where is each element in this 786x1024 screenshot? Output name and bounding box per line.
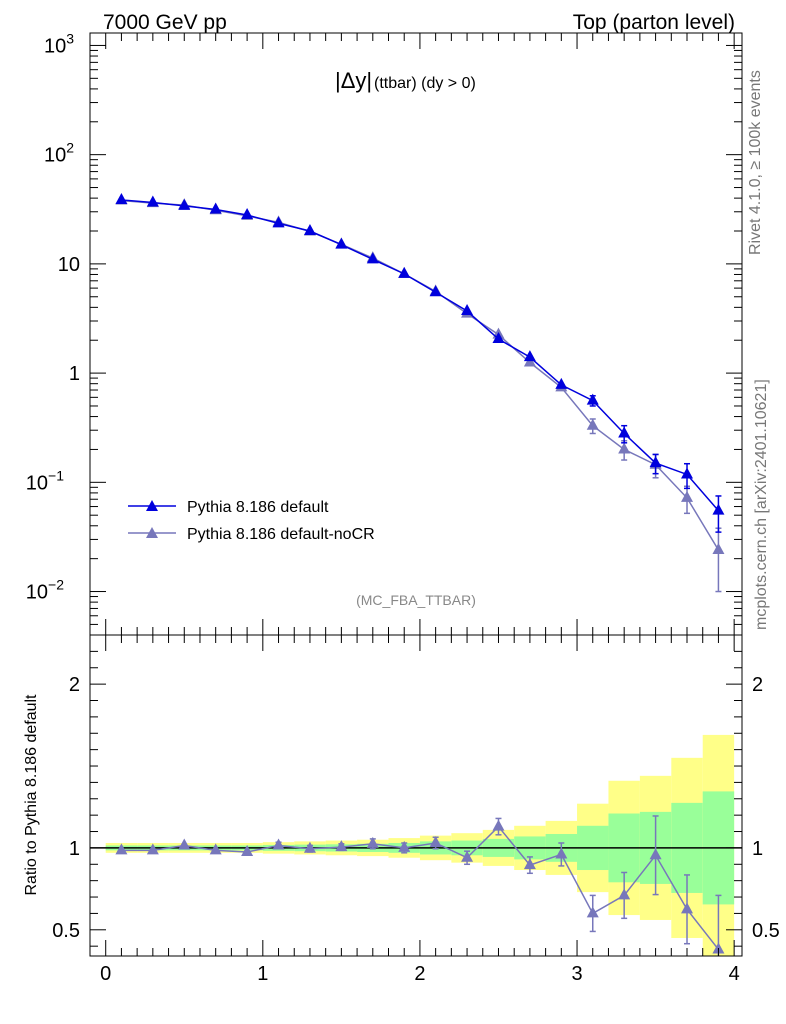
- ratio-ylabel: Ratio to Pythia 8.186 default: [23, 694, 40, 896]
- ratio-point: [429, 835, 442, 847]
- ratio-point: [303, 841, 316, 853]
- data-point: [586, 393, 599, 405]
- data-point: [335, 237, 348, 249]
- data-point: [146, 195, 159, 207]
- data-point: [618, 426, 631, 438]
- ratio-point: [241, 845, 254, 857]
- x-tick-label: 0: [100, 963, 111, 985]
- y-tick-label: 10−1: [26, 467, 64, 494]
- data-point: [492, 332, 505, 344]
- ratio-point: [366, 836, 379, 848]
- data-point: [398, 266, 411, 278]
- data-point: [618, 442, 631, 454]
- ratio-point: [712, 942, 725, 954]
- y-tick-exp: 2: [66, 140, 74, 156]
- ratio-point: [115, 843, 128, 855]
- ratio-point: [209, 843, 222, 855]
- data-point: [209, 202, 222, 214]
- ratio-point: [649, 848, 662, 860]
- y-tick-label: 10−2: [26, 577, 64, 604]
- data-point: [712, 503, 725, 515]
- header-left: 7000 GeV pp: [103, 11, 227, 34]
- ratio-point: [335, 840, 348, 852]
- y-tick-base: 10: [44, 35, 66, 57]
- legend-marker-nocr: [146, 527, 158, 538]
- series-line: [121, 199, 720, 512]
- data-point: [681, 490, 694, 502]
- main-frame: [89, 32, 743, 636]
- data-point: [523, 350, 536, 362]
- mcplots-label: mcplots.cern.ch [arXiv:2401.10621]: [753, 379, 770, 630]
- ratio-point: [178, 838, 191, 850]
- ratio-y-tick-label: 2: [69, 674, 80, 696]
- y-tick-base: 1: [69, 363, 80, 385]
- data-point: [115, 192, 128, 204]
- ratio-point: [398, 840, 411, 852]
- x-tick-label: 2: [414, 963, 425, 985]
- data-point: [555, 377, 568, 389]
- main-subtitle: (ttbar) (dy > 0): [374, 75, 476, 92]
- data-point: [366, 252, 379, 264]
- y-tick-exp: 3: [66, 30, 74, 46]
- x-tick-label: 4: [729, 963, 740, 985]
- legend-label-nocr: Pythia 8.186 default-noCR: [187, 526, 375, 543]
- legend-marker-default: [146, 500, 158, 511]
- ratio-ticks: 0.5 0.5 1 1 2 2 0 1 2 3 4: [52, 635, 780, 985]
- header-right: Top (parton level): [573, 11, 735, 34]
- ratio-panel: 0.5 0.5 1 1 2 2 0 1 2 3 4 Ratio to Pythia 8.186 de…: [23, 634, 780, 985]
- data-point: [681, 467, 694, 479]
- ratio-point: [492, 819, 505, 831]
- rivet-label: Rivet 4.1.0, ≥ 100k events: [747, 70, 764, 255]
- main-series: [115, 192, 725, 593]
- data-point: [461, 304, 474, 316]
- ratio-point: [618, 888, 631, 900]
- data-point: [272, 216, 285, 228]
- y-tick-label: 103: [44, 30, 74, 57]
- y-tick-label: 10: [58, 254, 80, 276]
- x-tick-label: 1: [257, 963, 268, 985]
- y-tick-exp: −2: [48, 577, 64, 593]
- y-tick-base: 10: [26, 582, 48, 604]
- ratio-y-tick-label: 0.5: [52, 920, 80, 942]
- analysis-tag: (MC_FBA_TTBAR): [356, 592, 476, 608]
- data-point: [303, 224, 316, 236]
- ratio-y-tick-label: 1: [69, 838, 80, 860]
- ratio-point: [681, 902, 694, 914]
- ratio-frame: [89, 634, 743, 957]
- ratio-point: [461, 850, 474, 862]
- y-tick-base: 10: [58, 254, 80, 276]
- data-point: [178, 198, 191, 210]
- ratio-y-tick-label-right: 1: [752, 838, 763, 860]
- ratio-point: [523, 858, 536, 870]
- y-tick-label: 1: [69, 363, 80, 385]
- data-point: [586, 418, 599, 430]
- data-point: [241, 208, 254, 220]
- ratio-point: [146, 843, 159, 855]
- ratio-point: [586, 906, 599, 918]
- legend: Pythia 8.186 default Pythia 8.186 defaul…: [128, 499, 375, 543]
- series-line: [121, 199, 720, 551]
- ratio-y-tick-label-right: 2: [752, 674, 763, 696]
- y-tick-label: 102: [44, 140, 74, 167]
- x-tick-label: 3: [571, 963, 582, 985]
- main-title: |Δy|: [335, 68, 372, 93]
- y-tick-base: 10: [44, 145, 66, 167]
- data-point: [429, 285, 442, 297]
- data-point: [712, 543, 725, 555]
- y-tick-base: 10: [26, 472, 48, 494]
- y-tick-exp: −1: [48, 467, 64, 483]
- legend-label-default: Pythia 8.186 default: [187, 499, 329, 516]
- data-point: [649, 456, 662, 468]
- ratio-series: [115, 815, 725, 956]
- ratio-point: [272, 838, 285, 850]
- ratio-point: [555, 847, 568, 859]
- ratio-y-tick-label-right: 0.5: [752, 920, 780, 942]
